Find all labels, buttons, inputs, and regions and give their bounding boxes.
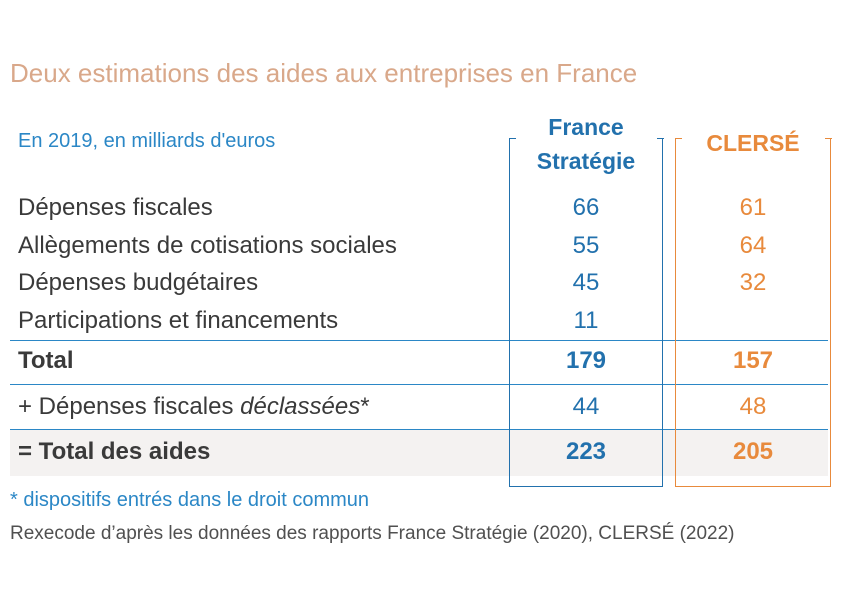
- value-clerse: 205: [732, 438, 774, 465]
- footnote: * dispositifs entrés dans le droit commu…: [10, 489, 370, 511]
- row-label: + Dépenses fiscales déclassées*: [18, 390, 370, 424]
- table-row-allegements-cotisations: Allègements de cotisations sociales 55 6…: [0, 229, 858, 263]
- row-label-prefix: + Dépenses fiscales: [18, 393, 241, 420]
- divider-below-total: [10, 384, 828, 385]
- row-label: Participations et financements: [18, 307, 339, 334]
- row-label: Dépenses budgétaires: [18, 269, 259, 296]
- column-header-clerse: CLERSÉ: [706, 130, 800, 156]
- value-france-strategie: 45: [572, 269, 600, 296]
- row-label-emphasis: déclassées: [240, 393, 361, 420]
- frame-tick-left: [674, 138, 682, 139]
- table-row-total: Total 179 157: [0, 344, 858, 378]
- column-header-france-strategie-line2: Stratégie: [536, 148, 636, 174]
- value-clerse: 61: [739, 194, 767, 221]
- value-france-strategie: 44: [572, 393, 600, 420]
- value-france-strategie: 179: [565, 347, 607, 374]
- value-clerse: 32: [739, 269, 767, 296]
- divider-above-total: [10, 340, 828, 341]
- table-row-depenses-declassees: + Dépenses fiscales déclassées* 44 48: [0, 390, 858, 424]
- clerse-column-frame: [674, 138, 832, 487]
- value-clerse: 64: [739, 232, 767, 259]
- value-france-strategie: 223: [565, 438, 607, 465]
- table-row-depenses-fiscales: Dépenses fiscales 66 61: [0, 191, 858, 225]
- row-label: Dépenses fiscales: [18, 194, 213, 221]
- divider-above-total-aides: [10, 429, 828, 430]
- table-row-depenses-budgetaires: Dépenses budgétaires 45 32: [0, 266, 858, 300]
- frame-tick-right: [656, 138, 664, 139]
- total-aides-row-background: [10, 430, 828, 476]
- row-label: Total: [18, 347, 74, 374]
- column-header-france-strategie-line1: France: [548, 114, 624, 140]
- row-label-suffix: *: [360, 393, 370, 420]
- chart-title: Deux estimations des aides aux entrepris…: [10, 58, 638, 88]
- frame-tick-left: [508, 138, 516, 139]
- frame-tick-right: [824, 138, 832, 139]
- source-note: Rexecode d’après les données des rapport…: [10, 523, 735, 544]
- row-label: = Total des aides: [18, 438, 211, 465]
- table-row-participations: Participations et financements 11: [0, 304, 858, 338]
- chart-subtitle: En 2019, en milliards d'euros: [18, 130, 276, 152]
- value-clerse: 157: [732, 347, 774, 374]
- table-row-total-des-aides: = Total des aides 223 205: [0, 435, 858, 469]
- value-clerse: 48: [739, 393, 767, 420]
- column-header-france-strategie: France Stratégie: [510, 110, 662, 178]
- row-label: Allègements de cotisations sociales: [18, 232, 397, 259]
- value-france-strategie: 11: [573, 307, 599, 334]
- value-france-strategie: 55: [572, 232, 600, 259]
- value-france-strategie: 66: [572, 194, 600, 221]
- france-strategie-column-frame: [508, 138, 664, 487]
